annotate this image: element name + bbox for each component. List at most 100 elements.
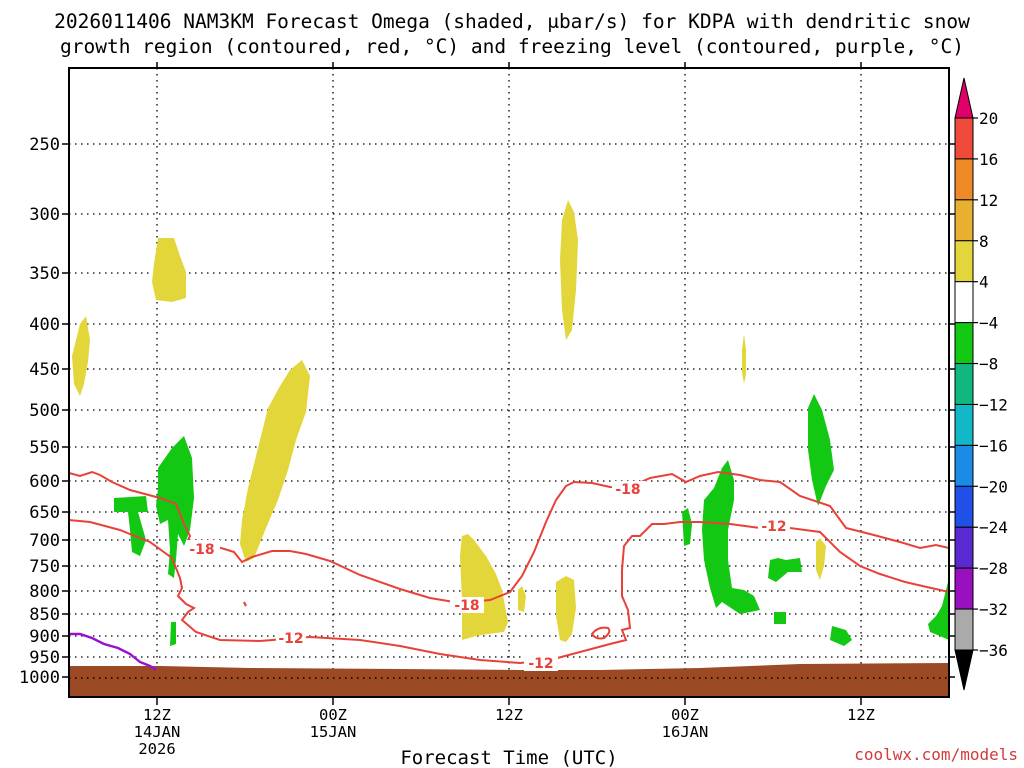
colorbar-tick-label: −32 <box>979 600 1008 619</box>
colorbar-segment <box>954 199 974 242</box>
colorbar-segment <box>954 485 974 528</box>
colorbar-segment <box>954 117 974 160</box>
label-box <box>186 540 220 556</box>
contour-label: -18 <box>189 542 214 558</box>
chart-title-line1: 2026011406 NAM3KM Forecast Omega (shaded… <box>54 10 970 33</box>
omega-region-yellow <box>518 586 526 612</box>
contour-small-loop <box>590 626 611 640</box>
omega-region-green <box>170 622 176 646</box>
contour-dot <box>243 601 247 607</box>
colorbar-segment <box>954 363 974 405</box>
omega-region-yellow <box>72 316 90 396</box>
surface-fill <box>69 663 949 697</box>
colorbar-tick-label: −36 <box>979 641 1008 660</box>
label-box <box>524 655 558 671</box>
y-tick-label: 1000 <box>19 668 60 688</box>
colorbar-segment <box>954 526 974 569</box>
colorbar-top-arrow <box>954 77 974 119</box>
contour-minus18-line <box>69 470 949 605</box>
omega-region-yellow <box>816 538 826 580</box>
omega-region-green <box>774 612 786 624</box>
omega-region-yellow <box>556 576 576 642</box>
colorbar-tick-label: −20 <box>979 477 1008 496</box>
contour-minus12-line <box>69 519 949 665</box>
contour-label: -12 <box>528 656 553 672</box>
colorbar-tick-label: −16 <box>979 436 1008 455</box>
contour-label: -18 <box>454 598 479 614</box>
colorbar-segment <box>954 240 974 283</box>
freezing-level-contour <box>69 632 157 671</box>
y-tick-label: 250 <box>29 135 60 155</box>
y-tick-label: 300 <box>29 205 60 225</box>
colorbar-tick-label: −8 <box>979 355 998 374</box>
colorbar-tick-label: 8 <box>979 232 989 251</box>
x-tick-label: 2026 <box>138 740 175 758</box>
chart-title-line2: growth region (contoured, red, °C) and f… <box>60 35 964 58</box>
x-tick-label: 15JAN <box>310 723 357 741</box>
x-tick-label: 00Z <box>319 706 347 724</box>
omega-shading <box>72 200 949 646</box>
credit-text: coolwx.com/models <box>854 745 1018 764</box>
colorbar-segment <box>954 608 974 651</box>
colorbar-tick-label: −4 <box>979 314 998 333</box>
y-tick-label: 800 <box>29 582 60 602</box>
colorbar-segment <box>954 567 974 610</box>
colorbar-tick-label: −24 <box>979 518 1008 537</box>
omega-region-yellow <box>742 334 746 384</box>
label-box <box>612 481 646 497</box>
colorbar-tick-label: −28 <box>979 559 1008 578</box>
omega-region-yellow <box>560 200 578 340</box>
omega-region-yellow <box>240 360 310 562</box>
y-tick-label: 350 <box>29 264 60 284</box>
omega-region-yellow <box>152 238 186 302</box>
colorbar-segment <box>954 444 974 487</box>
colorbar-tick-label: 16 <box>979 150 998 169</box>
y-tick-label: 500 <box>29 401 60 421</box>
y-tick-label: 900 <box>29 627 60 647</box>
omega-region-green <box>156 436 194 578</box>
colorbar-tick-label: 4 <box>979 273 989 292</box>
colorbar-segment <box>954 322 974 365</box>
omega-region-green <box>682 508 692 546</box>
omega-region-yellow <box>460 534 508 640</box>
x-tick-label: 12Z <box>847 706 875 724</box>
gridlines <box>69 68 949 697</box>
x-tick-label: 00Z <box>671 706 699 724</box>
label-box <box>758 518 790 534</box>
omega-region-green <box>702 460 760 614</box>
x-tick-label: 12Z <box>495 706 523 724</box>
x-tick-label: 12Z <box>143 706 171 724</box>
omega-region-green <box>830 626 852 646</box>
x-axis-label: Forecast Time (UTC) <box>400 747 617 768</box>
contour-label: -12 <box>278 631 303 647</box>
contour-labels: -18 -12 -18 -18 -12 -12 <box>186 481 790 672</box>
y-tick-label: 650 <box>29 503 60 523</box>
omega-region-green <box>114 496 148 556</box>
colorbar: 20 16 12 8 4 −4 −8 −12 −16 −20 −24 −28 −32 −36 <box>954 77 1008 691</box>
y-tick-label: 750 <box>29 557 60 577</box>
label-box <box>450 597 484 613</box>
omega-region-green <box>928 578 949 640</box>
contour-label: -18 <box>615 482 640 498</box>
colorbar-segment <box>954 403 974 446</box>
y-axis-ticks: 2503003504004505005506006507007508008509… <box>19 135 955 688</box>
colorbar-segment <box>954 158 974 201</box>
y-tick-label: 600 <box>29 472 60 492</box>
colorbar-tick-label: 20 <box>979 109 998 128</box>
label-box <box>276 630 306 646</box>
y-tick-label: 950 <box>29 648 60 668</box>
y-tick-label: 700 <box>29 531 60 551</box>
y-tick-label: 450 <box>29 360 60 380</box>
colorbar-tick-label: −12 <box>979 395 1008 414</box>
x-tick-label: 16JAN <box>662 723 709 741</box>
dendritic-growth-contours <box>69 470 949 665</box>
x-tick-label: 14JAN <box>134 723 181 741</box>
y-tick-label: 550 <box>29 438 60 458</box>
y-tick-label: 400 <box>29 315 60 335</box>
y-tick-label: 850 <box>29 605 60 625</box>
colorbar-segment <box>954 281 974 324</box>
contour-label: -12 <box>761 519 786 535</box>
omega-region-green <box>768 558 802 582</box>
